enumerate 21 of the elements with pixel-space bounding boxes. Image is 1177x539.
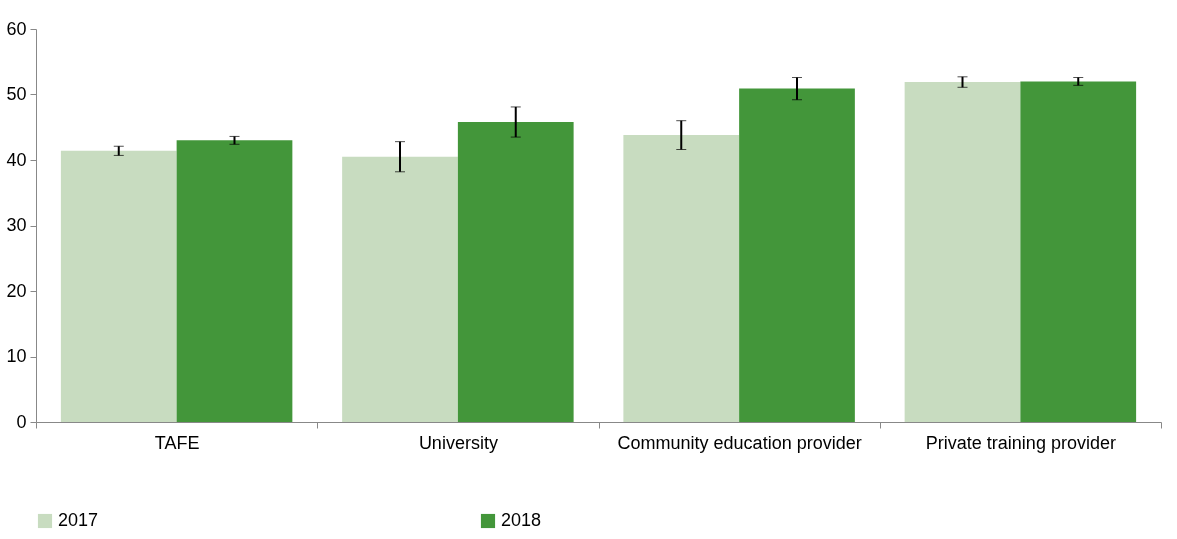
y-tick-label: 0 [16, 411, 27, 432]
bar [60, 150, 177, 422]
y-tick-label: 20 [6, 280, 27, 301]
bar [176, 140, 293, 422]
x-tick-label: Community education provider [617, 432, 862, 453]
bar [623, 135, 740, 422]
bar [739, 88, 855, 422]
y-tick-label: 30 [6, 215, 27, 235]
bar [1020, 81, 1137, 422]
bar [457, 122, 574, 422]
y-tick-label: 10 [6, 346, 27, 366]
y-tick-label: 40 [6, 149, 27, 170]
legend-label: 2018 [501, 510, 542, 530]
x-tick-label: TAFE [154, 432, 200, 453]
legend-label: 2017 [58, 510, 99, 530]
y-tick-label: 60 [6, 18, 27, 39]
bar [904, 82, 1021, 422]
bar [342, 156, 458, 422]
x-tick-label: University [418, 432, 498, 453]
y-tick-label: 50 [6, 84, 27, 104]
x-tick-label: Private training provider [925, 432, 1116, 453]
